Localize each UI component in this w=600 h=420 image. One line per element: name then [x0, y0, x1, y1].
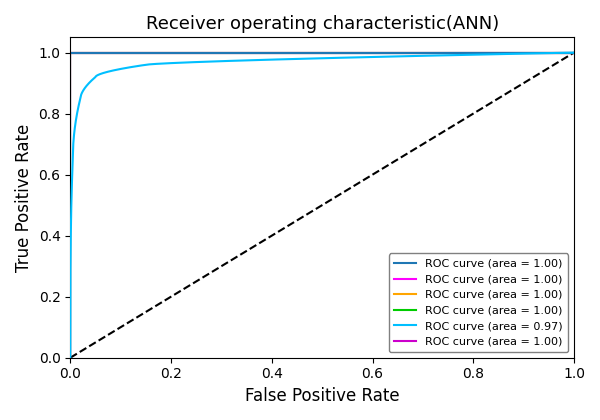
ROC curve (area = 1.00) [67, 355, 74, 360]
ROC curve (area = 1.00) [67, 355, 74, 360]
Line: ROC curve (area = 1.00): ROC curve (area = 1.00) [70, 52, 574, 358]
X-axis label: False Positive Rate: False Positive Rate [245, 387, 400, 405]
ROC curve (area = 0.97) [67, 355, 74, 360]
ROC curve (area = 0.97) [281, 57, 289, 62]
ROC curve (area = 0.97) [124, 65, 131, 70]
Line: ROC curve (area = 0.97): ROC curve (area = 0.97) [70, 52, 574, 358]
ROC curve (area = 1.00) [571, 50, 578, 55]
ROC curve (area = 1.00) [571, 50, 578, 55]
ROC curve (area = 1.00) [571, 50, 578, 55]
ROC curve (area = 0.97) [506, 51, 514, 56]
Line: ROC curve (area = 1.00): ROC curve (area = 1.00) [70, 52, 574, 358]
ROC curve (area = 1.00) [67, 355, 74, 360]
ROC curve (area = 1.00) [67, 50, 74, 55]
Title: Receiver operating characteristic(ANN): Receiver operating characteristic(ANN) [146, 15, 499, 33]
ROC curve (area = 1.00) [67, 355, 74, 360]
Line: ROC curve (area = 1.00): ROC curve (area = 1.00) [70, 52, 574, 358]
ROC curve (area = 1.00) [571, 50, 578, 55]
ROC curve (area = 1.00) [571, 50, 578, 55]
Line: ROC curve (area = 1.00): ROC curve (area = 1.00) [70, 52, 574, 358]
Y-axis label: True Positive Rate: True Positive Rate [15, 123, 33, 272]
ROC curve (area = 0.97) [154, 61, 161, 66]
ROC curve (area = 1.00) [67, 355, 74, 360]
Line: ROC curve (area = 1.00): ROC curve (area = 1.00) [70, 52, 574, 358]
ROC curve (area = 1.00) [67, 50, 74, 55]
ROC curve (area = 1.00) [67, 50, 74, 55]
ROC curve (area = 0.97) [560, 50, 568, 55]
ROC curve (area = 1.00) [67, 50, 74, 55]
ROC curve (area = 0.97) [571, 50, 578, 55]
Legend: ROC curve (area = 1.00), ROC curve (area = 1.00), ROC curve (area = 1.00), ROC c: ROC curve (area = 1.00), ROC curve (area… [389, 253, 568, 352]
ROC curve (area = 0.97) [260, 58, 267, 63]
ROC curve (area = 1.00) [67, 50, 74, 55]
